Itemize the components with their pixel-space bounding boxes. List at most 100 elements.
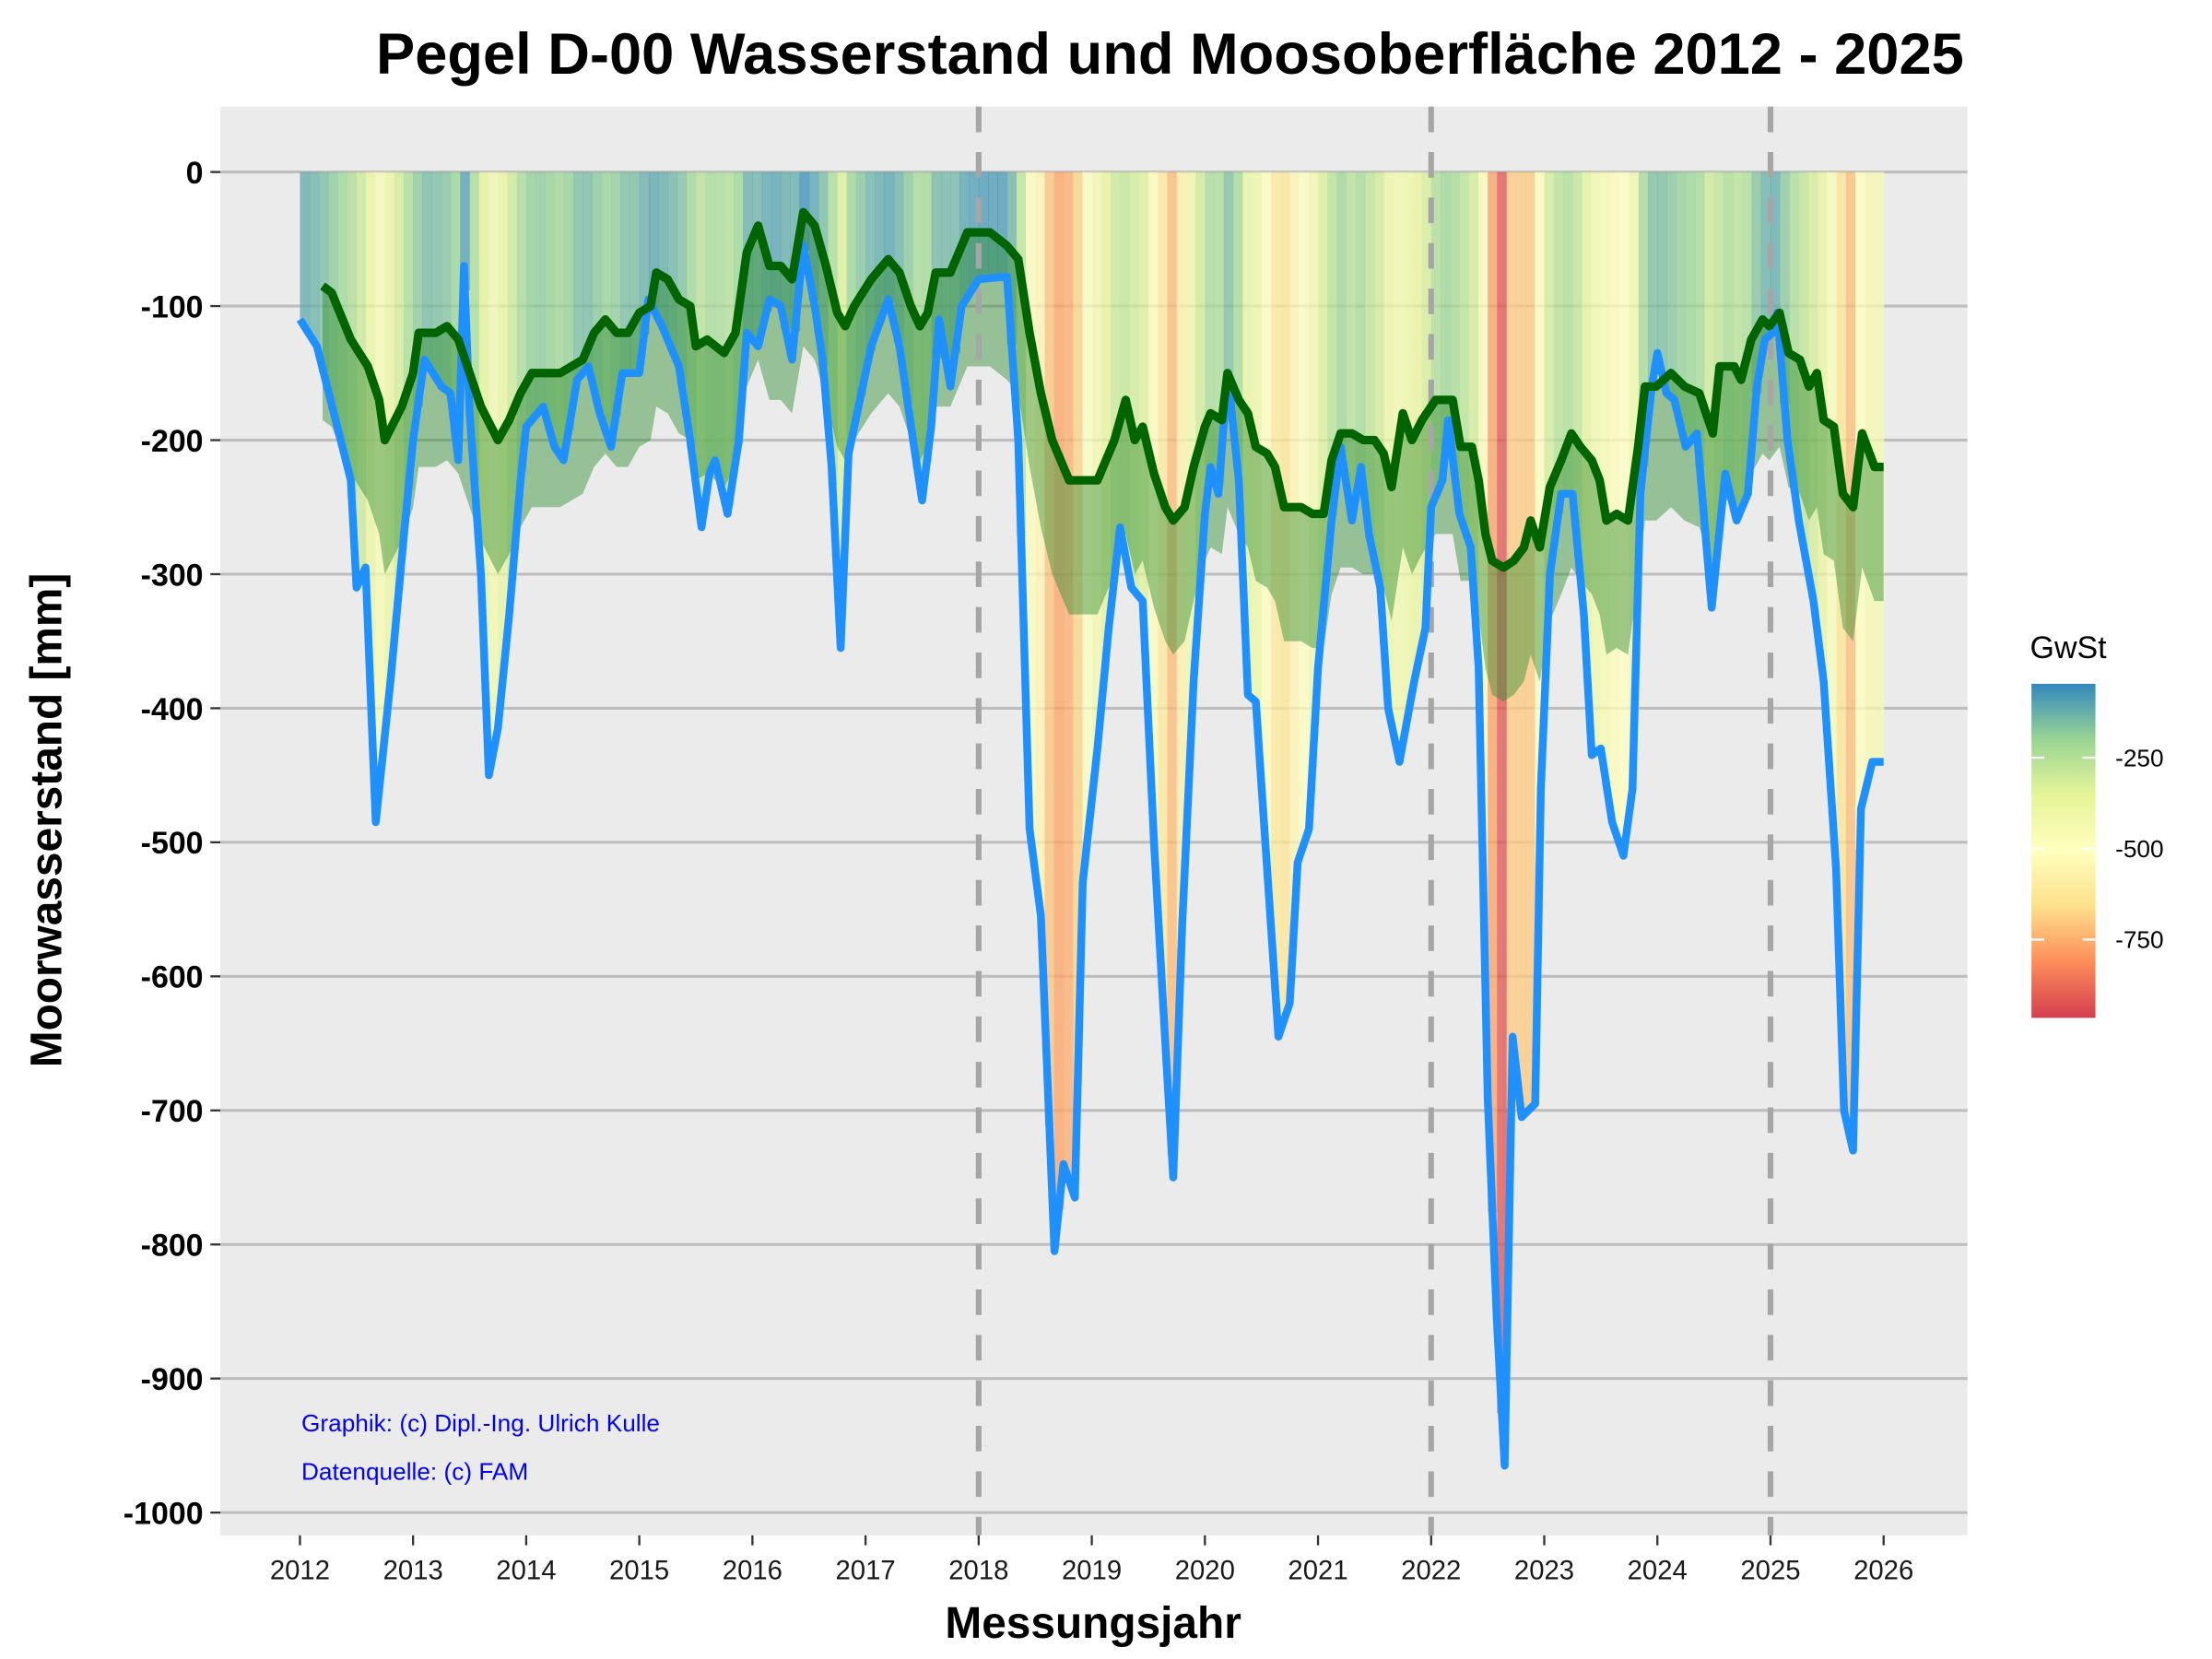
gwst-bar xyxy=(1572,171,1583,545)
gwst-bar xyxy=(1374,171,1385,583)
gwst-bar xyxy=(460,171,471,291)
gwst-bar xyxy=(620,171,631,373)
gwst-bar xyxy=(1676,171,1687,428)
gwst-bar xyxy=(855,171,866,396)
y-axis: 0 -100 -200 -300 -400 -500 -600 -700 -800 -900 -10… xyxy=(124,156,221,1531)
gwst-bar xyxy=(1327,171,1338,516)
x-tick-label: 2021 xyxy=(1288,1556,1347,1586)
gwst-bar xyxy=(931,171,942,359)
gwst-bar xyxy=(1346,171,1357,515)
gwst-bar xyxy=(375,171,386,782)
gwst-bar xyxy=(629,171,641,373)
gwst-bar xyxy=(1280,171,1290,1018)
gwst-bar xyxy=(422,171,433,365)
gwst-bar xyxy=(1365,171,1376,539)
gwst-bar xyxy=(1383,171,1394,712)
x-tick-label: 2025 xyxy=(1740,1556,1800,1586)
gwst-bar xyxy=(1073,171,1083,1086)
x-tick-label: 2020 xyxy=(1175,1556,1235,1586)
gwst-bar xyxy=(1600,171,1611,780)
gwst-bar xyxy=(1515,171,1526,1109)
gwst-bar xyxy=(1525,171,1535,1109)
gwst-bar xyxy=(582,171,594,368)
legend-tick-label: -750 xyxy=(2115,926,2163,954)
gwst-bar xyxy=(592,171,603,402)
gwst-bar xyxy=(1450,171,1461,476)
gwst-bar xyxy=(1544,171,1555,597)
gwst-bar xyxy=(610,171,621,417)
gwst-bar xyxy=(639,171,650,335)
gwst-bar xyxy=(1412,171,1423,668)
gwst-bar xyxy=(1167,171,1178,1156)
x-axis-title: Messungsjahr xyxy=(945,1599,1241,1648)
x-tick-label: 2015 xyxy=(609,1556,669,1586)
gwst-bar xyxy=(601,171,612,433)
chart-title: Pegel D-00 Wasserstand und Moosoberfläch… xyxy=(376,22,1964,87)
gwst-bar xyxy=(1261,171,1272,855)
legend-colorbar xyxy=(2031,683,2096,1018)
gwst-bar xyxy=(1610,171,1620,831)
gwst-bar xyxy=(940,171,951,359)
gwst-bar xyxy=(988,171,998,278)
water-level-line xyxy=(296,241,1884,1470)
gwst-bar xyxy=(469,171,480,481)
gwst-bar xyxy=(1506,171,1517,1109)
gwst-bar xyxy=(893,171,904,343)
gwst-bar xyxy=(1403,171,1413,718)
gwst-bar xyxy=(451,171,461,437)
gwst-bar xyxy=(1195,171,1206,584)
gwst-bar xyxy=(1336,171,1347,453)
gwst-bar xyxy=(516,171,527,472)
gwst-bar xyxy=(865,171,876,351)
y-tick-label: -900 xyxy=(141,1362,204,1397)
gwst-bar xyxy=(1733,171,1743,519)
x-tick-label: 2026 xyxy=(1853,1556,1913,1586)
x-tick-label: 2017 xyxy=(836,1556,896,1586)
gwst-bar xyxy=(1553,171,1564,514)
gwst-bar xyxy=(431,171,442,380)
gwst-bar xyxy=(1648,171,1658,382)
gwst-bar xyxy=(1695,171,1705,467)
gwst-bar xyxy=(318,171,329,372)
legend-title: GwSt xyxy=(2030,630,2108,665)
moss-surface-line xyxy=(320,207,1884,572)
gwst-bar xyxy=(1421,171,1432,608)
gwst-bar xyxy=(1138,171,1149,621)
gwst-bar xyxy=(413,171,424,407)
gwst-bar xyxy=(1100,171,1112,658)
y-tick-label: -500 xyxy=(141,826,204,861)
gwst-bar xyxy=(1535,171,1546,863)
gwst-bar xyxy=(1789,171,1800,488)
y-tick-label: -1000 xyxy=(124,1496,204,1531)
gwst-bar xyxy=(1035,171,1046,910)
gwst-bar xyxy=(997,171,1008,277)
y-tick-label: -800 xyxy=(141,1229,204,1264)
gwst-bar xyxy=(1497,171,1508,1414)
x-tick-label: 2024 xyxy=(1628,1556,1688,1586)
y-tick-label: -200 xyxy=(141,424,204,459)
gwst-bar xyxy=(573,171,583,379)
gwst-bar xyxy=(1845,171,1856,1140)
gwst-bar xyxy=(1006,171,1018,346)
gwst-bar xyxy=(884,171,895,304)
y-tick-label: 0 xyxy=(186,156,204,191)
gwst-bar xyxy=(1091,171,1102,758)
gwst-bar xyxy=(1205,171,1216,476)
gwst-bar xyxy=(828,171,839,487)
gwst-bar xyxy=(658,171,668,329)
gwst-bar xyxy=(1289,171,1300,920)
gwst-bar xyxy=(1223,171,1234,382)
gwst-bar xyxy=(1120,171,1131,553)
gwst-bar xyxy=(1270,171,1281,995)
gwst-bar xyxy=(1836,171,1847,1025)
gwst-bar xyxy=(300,171,311,327)
y-axis-title: Moorwasserstand [mm] xyxy=(22,573,71,1068)
gwst-bar xyxy=(403,171,414,489)
gwst-bar xyxy=(1685,171,1696,441)
gwst-bar xyxy=(1111,171,1121,570)
gwst-bar xyxy=(1468,171,1479,591)
gwst-bar xyxy=(366,171,376,695)
gwst-bar xyxy=(563,171,574,430)
gwst-bar xyxy=(535,171,546,410)
